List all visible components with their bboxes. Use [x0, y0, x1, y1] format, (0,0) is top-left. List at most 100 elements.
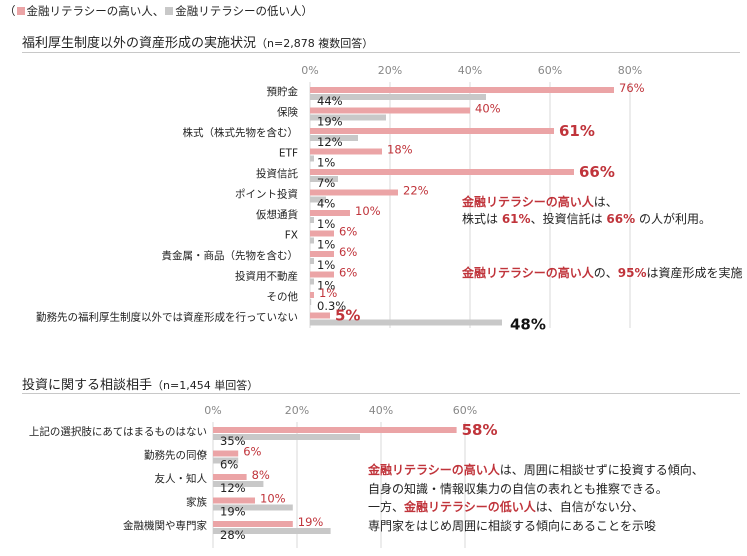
legend-high-swatch	[16, 6, 25, 15]
c1-bar-high	[310, 169, 574, 175]
c2-bar-low	[213, 504, 293, 511]
c1-label-low: 7%	[317, 176, 335, 190]
c2-label-low: 35%	[220, 434, 246, 448]
c1-bar-low	[310, 319, 502, 326]
c1-label-low: 44%	[317, 94, 343, 108]
note1-c: 、投資信託は	[530, 212, 607, 226]
legend-open-paren: （	[4, 4, 16, 18]
c1-bar-low	[310, 135, 358, 141]
chart2-subtitle: （n=1,454 単回答）	[152, 379, 259, 392]
note3-line3-a: 一方、	[368, 500, 405, 514]
c1-category-label: その他	[267, 290, 299, 303]
c1-label-high: 61%	[559, 122, 595, 140]
c1-category-label: 勤務先の福利厚生制度以外では資産形成を行っていない	[36, 311, 298, 324]
c1-label-high: 18%	[387, 143, 413, 157]
c1-label-high: 40%	[475, 102, 501, 116]
c1-bar-low	[310, 258, 314, 264]
c1-label-low: 4%	[317, 197, 335, 211]
c1-bar-high	[310, 312, 330, 319]
note-stock-fund: 金融リテラシーの高い人は、 株式は 61%、投資信託は 66% の人が利用。	[462, 193, 711, 227]
c1-category-label: 貴金属・商品（先物を含む）	[162, 249, 299, 262]
c1-label-low: 1%	[317, 258, 335, 272]
c2-category-label: 金融機関や専門家	[123, 519, 207, 532]
c1-bar-high	[310, 87, 614, 93]
c1-category-label: 保険	[277, 106, 298, 119]
note-asset-formation: 金融リテラシーの高い人の、95%は資産形成を実施	[462, 264, 743, 281]
note2-mid: の、	[593, 266, 618, 280]
c1-bar-high	[310, 271, 334, 278]
c1-label-high: 66%	[579, 163, 615, 181]
c1-bar-high	[310, 251, 334, 257]
note3-highlight: 金融リテラシーの高い人	[368, 463, 500, 477]
c1-bar-low	[310, 196, 326, 203]
c2-label-high: 6%	[243, 445, 261, 459]
c1-bar-low	[310, 176, 338, 182]
c1-label-low: 48%	[510, 316, 546, 334]
c1-tick-label: 20%	[378, 64, 402, 77]
note-consultation: 金融リテラシーの高い人は、周囲に相談せずに投資する傾向、 自身の知識・情報収集力…	[368, 461, 704, 535]
c1-label-high: 76%	[619, 81, 645, 95]
chart2-title-text: 投資に関する相談相手	[22, 378, 153, 393]
note1-a: 株式は	[462, 212, 502, 226]
c1-bar-high	[310, 189, 398, 196]
c2-bar-low	[213, 528, 331, 534]
legend: （ 金融リテラシーの高い人、 金融リテラシーの低い人）	[4, 3, 313, 19]
note3-line2: 自身の知識・情報収集力の自信の表れとも推察できる。	[368, 481, 668, 496]
c2-label-high: 10%	[260, 492, 286, 506]
c1-label-high: 6%	[339, 245, 357, 259]
c2-tick-label: 60%	[453, 404, 477, 417]
c2-bar-high	[213, 497, 255, 504]
c1-tick-label: 60%	[538, 64, 562, 77]
note3-line1-rest: は、周囲に相談せずに投資する傾向、	[499, 463, 704, 477]
c1-category-label: ETF	[279, 148, 298, 160]
chart1-title: 福利厚生制度以外の資産形成の実施状況（n=2,878 複数回答）	[22, 32, 373, 51]
c1-label-low: 1%	[317, 217, 335, 231]
note1-e: の人が利用。	[635, 212, 711, 226]
c1-label-high: 5%	[335, 307, 360, 325]
c1-category-label: ポイント投資	[235, 188, 298, 201]
c2-bar-low	[213, 481, 264, 487]
c1-bar-high	[310, 148, 382, 155]
note3-line3-b: は、自信がない分、	[535, 500, 644, 514]
c1-label-low: 12%	[317, 135, 343, 149]
c1-bar-low	[310, 114, 386, 121]
c2-category-label: 勤務先の同僚	[144, 449, 207, 462]
c2-tick-label: 20%	[285, 404, 309, 417]
legend-low-swatch	[165, 6, 174, 15]
c1-tick-label: 0%	[301, 64, 318, 77]
chart2-title: 投資に関する相談相手（n=1,454 単回答）	[22, 374, 258, 393]
c2-tick-label: 40%	[369, 404, 393, 417]
note2-highlight1: 金融リテラシーの高い人	[462, 266, 594, 280]
c2-category-label: 上記の選択肢にあてはまるものはない	[29, 425, 207, 438]
c1-bar-low	[310, 237, 314, 244]
c1-label-high: 1%	[319, 286, 337, 300]
c2-category-label: 友人・知人	[155, 472, 208, 485]
c1-bar-low	[310, 155, 314, 162]
c1-label-high: 6%	[339, 266, 357, 280]
c2-label-high: 58%	[462, 421, 498, 439]
c1-bar-high	[310, 292, 314, 298]
c1-bar-high	[310, 128, 554, 134]
c1-category-label: 仮想通貨	[256, 208, 298, 221]
c2-bar-high	[213, 427, 457, 433]
c1-category-label: 投資信託	[256, 167, 298, 180]
note1-d: 66%	[606, 212, 636, 226]
legend-high-label: 金融リテラシーの高い人、	[26, 4, 165, 18]
c2-bar-low	[213, 434, 360, 440]
c1-label-low: 1%	[317, 279, 335, 293]
note3-line4: 専門家をはじめ周囲に相談する傾向にあることを示唆	[368, 518, 657, 533]
c2-label-low: 6%	[220, 458, 238, 472]
note1-highlight: 金融リテラシーの高い人	[462, 195, 594, 209]
c1-category-label: FX	[285, 230, 298, 242]
c2-bar-low	[213, 457, 239, 464]
c2-label-low: 12%	[220, 481, 246, 495]
c1-bar-low	[310, 217, 314, 223]
c1-label-low: 1%	[317, 156, 335, 170]
note3-line3-highlight: 金融リテラシーの低い人	[404, 500, 536, 514]
c2-bar-high	[213, 521, 293, 527]
c1-bar-low	[310, 299, 312, 305]
note1-line1-rest: は、	[593, 195, 618, 209]
c2-category-label: 家族	[186, 496, 207, 509]
c2-bar-high	[213, 474, 247, 480]
